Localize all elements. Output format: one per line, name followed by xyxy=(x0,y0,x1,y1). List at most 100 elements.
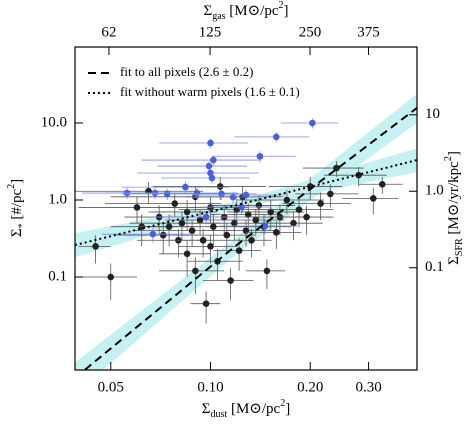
point xyxy=(210,223,217,231)
point xyxy=(223,231,231,239)
point xyxy=(202,213,210,221)
x-axis-label-part: dust xyxy=(211,409,228,420)
x2-axis-label-part: gas xyxy=(212,11,225,22)
point xyxy=(178,219,186,227)
y-axis-label-part: * xyxy=(17,223,28,228)
y2-axis-label-part: ] xyxy=(446,151,462,156)
x2-axis-label-part: 2 xyxy=(279,0,284,11)
x-axis-label-part: [M⊙/pc xyxy=(227,401,280,417)
point xyxy=(290,219,297,227)
x-axis-label-part: Σ xyxy=(202,401,211,417)
point xyxy=(205,162,213,170)
x2-axis-label-part: Σ xyxy=(203,3,212,19)
y-axis-label: Σ* [#/pc2] xyxy=(6,179,28,237)
point xyxy=(238,203,245,211)
point xyxy=(255,202,263,209)
point xyxy=(165,223,173,231)
x-tick-label: 0.05 xyxy=(98,379,124,395)
fit-line xyxy=(75,159,417,247)
fit-line xyxy=(83,107,417,370)
y-tick-label: 10.0 xyxy=(41,114,67,130)
point xyxy=(303,213,310,221)
x-axis-label-part: 2 xyxy=(280,398,285,409)
points xyxy=(75,118,403,324)
point xyxy=(231,219,238,227)
y-axis-label-part: Σ xyxy=(9,228,25,237)
axes: 0.05 0.10 0.20 0.30 62 125 250 375 10.0 1.0 0.1 10 1… xyxy=(6,0,465,420)
x2-axis-label-part: [M⊙/pc xyxy=(226,3,279,19)
point xyxy=(207,139,214,147)
point xyxy=(159,231,167,239)
y2-tick-label: 1.0 xyxy=(425,183,444,199)
x2-tick-label: 250 xyxy=(299,24,322,40)
point xyxy=(216,183,224,190)
x-axis-label: Σdust [M⊙/pc2] xyxy=(202,398,290,420)
y2-tick-label: 0.1 xyxy=(425,259,444,275)
point xyxy=(309,119,316,127)
plot-frame xyxy=(74,46,418,371)
point xyxy=(252,216,260,224)
point xyxy=(261,222,269,230)
legend-label: fit to all pixels (2.6 ± 0.2) xyxy=(120,64,254,79)
point xyxy=(210,156,217,164)
point xyxy=(199,236,207,244)
point xyxy=(263,267,271,275)
point xyxy=(378,180,386,188)
point xyxy=(370,195,377,202)
point xyxy=(92,243,99,250)
y2-axis-label-part: 2 xyxy=(443,156,454,161)
x-tick-label: 0.10 xyxy=(197,379,223,395)
y-tick-label: 0.1 xyxy=(48,268,67,284)
y2-axis-label-part: Σ xyxy=(446,256,462,265)
x-tick-label: 0.20 xyxy=(297,379,323,395)
point xyxy=(182,183,189,191)
point xyxy=(208,174,216,182)
fit-lines xyxy=(75,107,417,370)
point xyxy=(227,277,234,284)
point xyxy=(235,247,243,254)
point xyxy=(188,227,196,234)
y-axis-label-part: ] xyxy=(9,179,25,184)
x2-tick-label: 375 xyxy=(357,24,380,40)
point xyxy=(196,216,204,224)
point xyxy=(192,267,199,275)
point xyxy=(327,190,334,198)
y-axis-label-part: [#/pc xyxy=(9,189,25,224)
y2-tick-label: 10 xyxy=(425,106,440,122)
point xyxy=(248,236,255,244)
point xyxy=(183,208,191,216)
point xyxy=(163,190,171,198)
x2-tick-label: 62 xyxy=(101,24,116,40)
y2-axis-label: ΣSFR [M⊙/yr/kpc2] xyxy=(443,151,465,265)
x2-axis-label-part: ] xyxy=(284,3,289,19)
point xyxy=(171,200,179,207)
point xyxy=(183,250,191,258)
point xyxy=(149,230,157,238)
y2-axis-label-part: [M⊙/yr/kpc xyxy=(446,161,462,238)
point xyxy=(267,208,275,216)
point xyxy=(283,196,291,204)
point xyxy=(133,204,141,211)
x-axis-label-part: ] xyxy=(285,401,290,417)
x2-axis-label: Σgas [M⊙/pc2] xyxy=(203,0,288,22)
point xyxy=(107,273,115,281)
x-tick-label: 0.30 xyxy=(355,379,381,395)
point xyxy=(317,200,324,207)
y-axis-label-part: 2 xyxy=(6,184,17,189)
legend-label: fit without warm pixels (1.6 ± 0.1) xyxy=(120,84,300,99)
point xyxy=(355,171,362,179)
point xyxy=(242,191,250,199)
point xyxy=(256,152,264,160)
point xyxy=(207,243,214,250)
point xyxy=(218,190,225,198)
point xyxy=(273,229,280,236)
y2-axis-label-part: SFR xyxy=(454,238,465,256)
y-tick-label: 1.0 xyxy=(48,191,67,207)
point xyxy=(273,133,280,141)
point xyxy=(295,206,303,213)
point xyxy=(229,193,237,201)
x2-tick-label: 125 xyxy=(199,24,222,40)
point xyxy=(244,211,252,218)
point xyxy=(202,300,210,308)
